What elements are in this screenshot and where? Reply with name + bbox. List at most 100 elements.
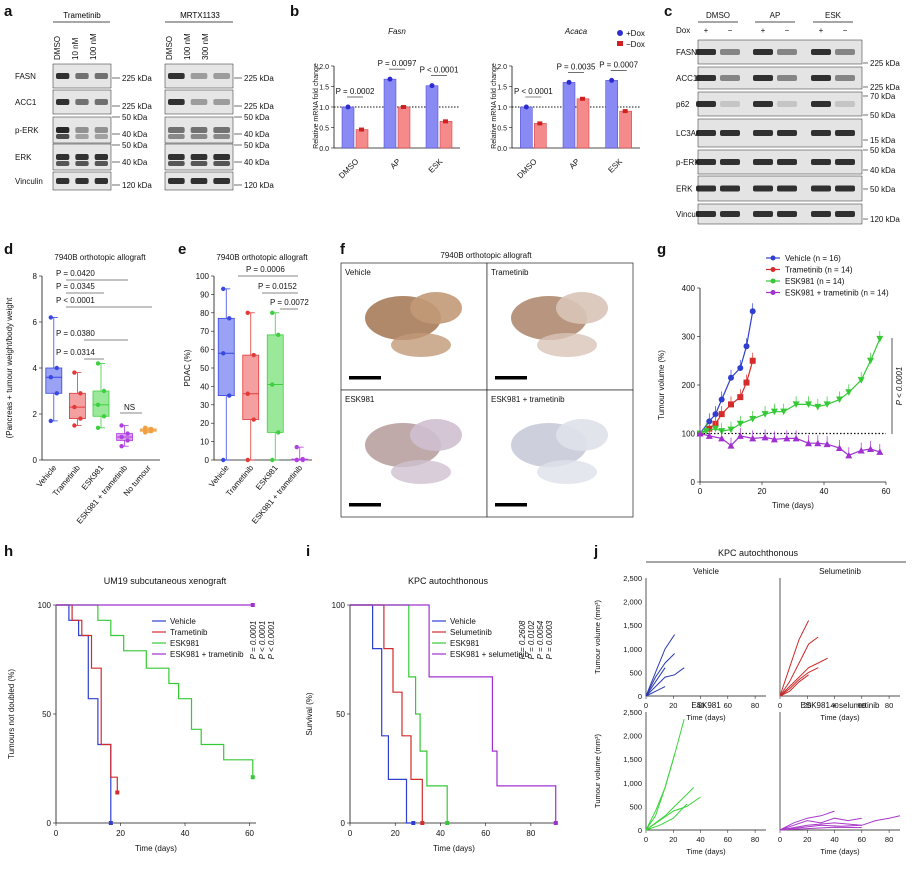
y-tick-label: 1.0 [497, 105, 507, 112]
curve-end-marker [445, 821, 450, 825]
data-point [387, 76, 393, 82]
y-tick-label: 50 [200, 364, 209, 373]
km-curve [56, 604, 254, 778]
tissue-section [556, 419, 608, 451]
data-point [749, 415, 757, 423]
y-tick-label: 2.0 [319, 64, 329, 71]
panel-letter-f: f [340, 241, 346, 258]
bar-minus-dox [355, 129, 369, 149]
data-point [78, 416, 83, 421]
x-tick-label: 20 [669, 835, 677, 844]
chart-title: Fasn [388, 27, 406, 36]
blot-band [753, 75, 773, 81]
mw-label: 120 kDa [244, 181, 274, 190]
data-point [749, 434, 757, 442]
chart-title: UM19 subcutaneous xenograft [104, 576, 227, 586]
tumour-trajectory [779, 620, 810, 697]
data-point [727, 426, 735, 434]
data-point [294, 444, 299, 450]
y-tick-label: 4 [33, 364, 38, 373]
blot-row-label: ACC1 [15, 98, 37, 107]
km-curve [56, 604, 112, 823]
data-point [101, 388, 107, 394]
panel-c-western-blot: DMSO AP ESK Dox + − + − + − FASN ACC1 p62 LC3A/B p-ERK… [676, 11, 900, 225]
panel-d-boxplot: 7940B orthotopic allograft (Pancreas + tu… [5, 253, 160, 526]
mw-label: 225 kDa [122, 102, 152, 111]
dox-sign: + [761, 26, 766, 35]
data-point [300, 456, 305, 462]
panel-letter-d: d [4, 241, 13, 258]
data-point [876, 448, 884, 455]
y-axis-label: PDAC (%) [183, 349, 192, 386]
data-point [770, 435, 778, 443]
data-point [566, 79, 572, 85]
data-point [783, 434, 791, 442]
y-axis-label: Tumour volume (mm³) [593, 600, 602, 674]
y-tick-label: 0 [205, 456, 210, 465]
bar-plus-dox [425, 85, 439, 149]
y-tick-label: 2,500 [623, 574, 642, 583]
legend-marker [770, 267, 776, 272]
blot-band [94, 178, 108, 184]
x-axis-label: Time (days) [135, 844, 177, 853]
blot-band [696, 75, 716, 81]
p-value: P = 0.0035 [557, 62, 596, 71]
mw-label: 50 kDa [122, 141, 148, 150]
blot-band [835, 185, 855, 192]
histology-label: ESK981 + trametinib [491, 395, 565, 404]
km-curve [350, 604, 557, 823]
data-point [761, 433, 769, 441]
x-tick-label: 80 [751, 835, 759, 844]
x-tick-label: DMSO [337, 157, 360, 180]
data-point [876, 335, 884, 343]
data-point [276, 332, 281, 338]
blot-band [835, 75, 855, 81]
bar-plus-dox [520, 106, 533, 149]
blot-band [777, 101, 797, 107]
y-tick-label: 2.0 [497, 64, 507, 71]
histology-label: ESK981 [345, 395, 375, 404]
legend-label: ESK981 (n = 14) [785, 277, 845, 286]
tumour-trajectory [645, 754, 676, 831]
p-value: P = 0.0380 [56, 329, 95, 338]
blot-row-label: p62 [676, 100, 690, 109]
y-tick-label: 2,000 [623, 598, 642, 607]
p-value: P = 0.0152 [258, 282, 297, 291]
data-point [143, 425, 148, 430]
lane-label: DMSO [165, 36, 174, 60]
blot-band [720, 159, 740, 165]
curve-end-marker [108, 821, 113, 825]
km-curve [56, 604, 118, 793]
data-point [718, 434, 726, 442]
blot-band [56, 161, 70, 166]
y-tick-label: 50 [42, 710, 51, 719]
tumour-trajectory [645, 667, 666, 697]
x-tick-label: 60 [724, 835, 732, 844]
y-tick-label: 1,500 [623, 755, 642, 764]
blot-band [811, 101, 831, 107]
blot-band [168, 154, 185, 160]
tissue-section [410, 419, 462, 451]
blot-band [213, 178, 230, 184]
x-tick-label: 20 [803, 835, 811, 844]
data-point [359, 127, 364, 132]
x-tick-label: 60 [882, 487, 891, 496]
blot-band [835, 159, 855, 165]
curve-end-marker [411, 821, 416, 825]
data-point [836, 396, 843, 404]
blot-band [56, 99, 70, 105]
bar-plus-dox [383, 78, 397, 149]
y-tick-label: 300 [682, 333, 696, 342]
p-value: P < 0.0001 [420, 66, 459, 75]
blot-band [94, 154, 108, 160]
y-tick-label: 2,500 [623, 708, 642, 717]
curve-end-marker [553, 821, 558, 825]
lane-label: 100 nM [183, 33, 192, 60]
blot-band [753, 130, 773, 136]
data-point [743, 379, 750, 386]
legend-label: Vehicle [170, 617, 196, 626]
blot-band [696, 211, 716, 217]
y-tick-label: 500 [629, 668, 642, 677]
tumour-trajectory [779, 824, 862, 831]
blot-band [720, 49, 740, 55]
